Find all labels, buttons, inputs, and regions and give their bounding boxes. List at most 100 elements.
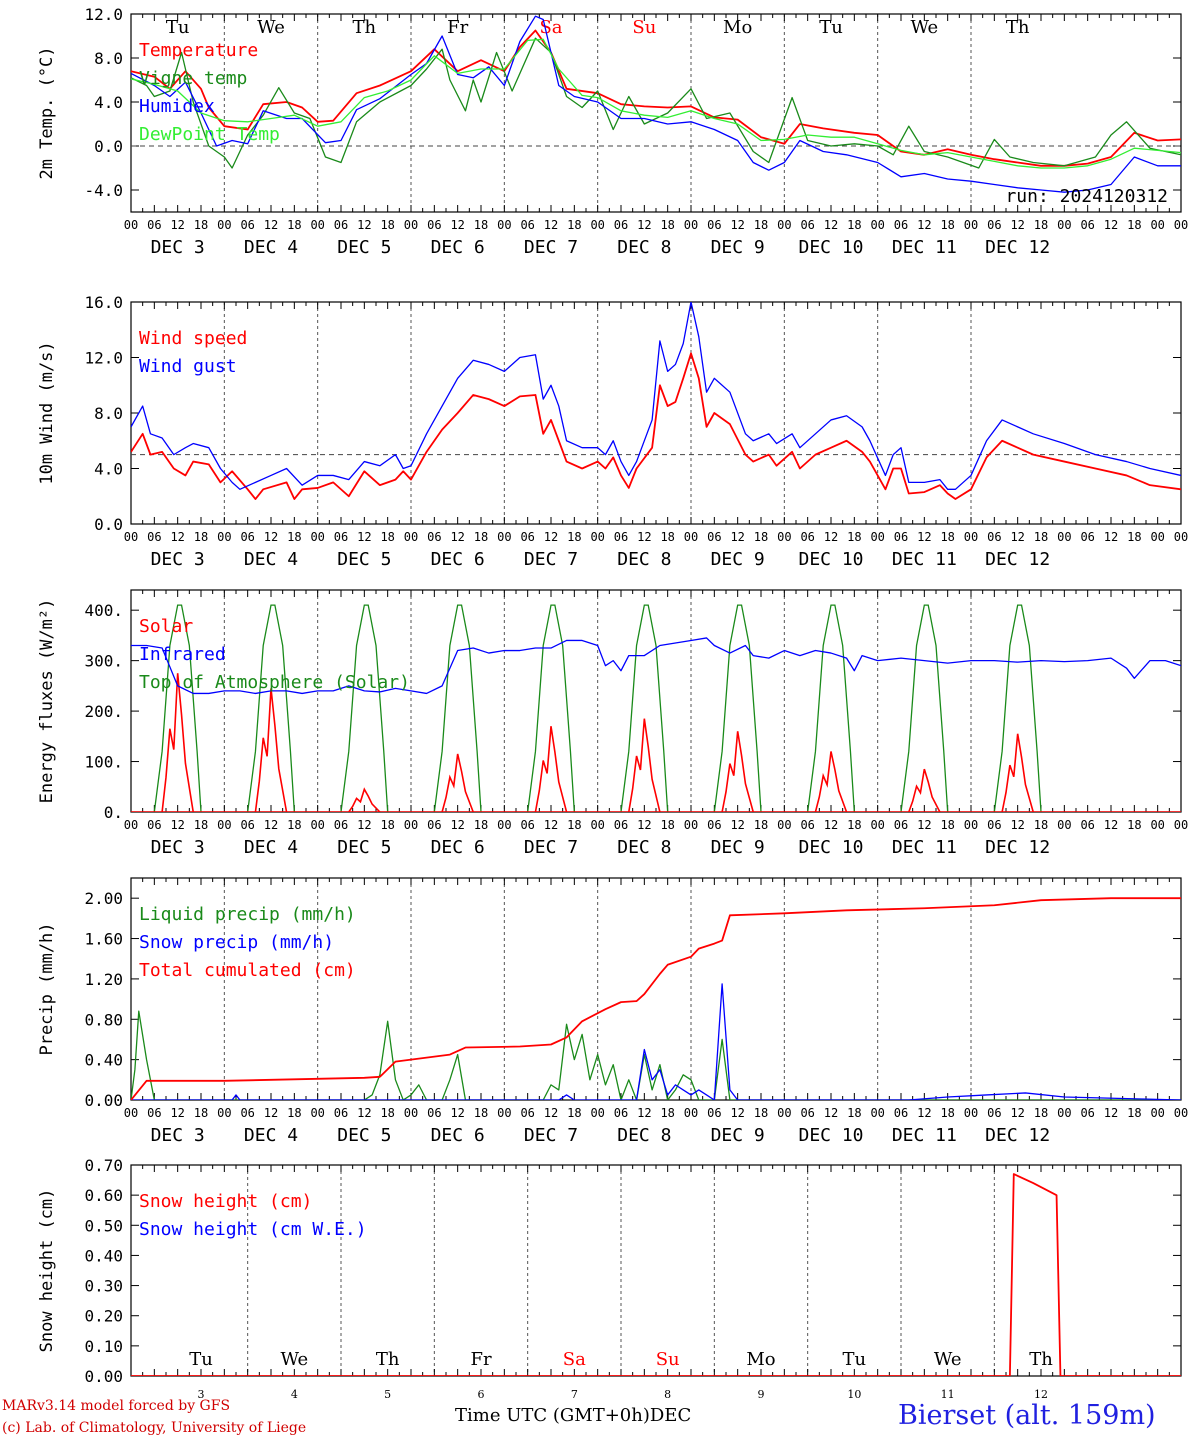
toa-solar-line bbox=[620, 604, 669, 812]
day-name: Th bbox=[353, 17, 377, 38]
hour-label: 06 bbox=[987, 218, 1001, 232]
hour-label: 12 bbox=[450, 818, 464, 832]
hour-label: 18 bbox=[380, 1106, 394, 1120]
hour-label: 06 bbox=[520, 1106, 534, 1120]
hour-label: 06 bbox=[1080, 218, 1094, 232]
hour-label: 18 bbox=[474, 818, 488, 832]
hour-label: 06 bbox=[987, 530, 1001, 544]
hour-label: 00 bbox=[124, 530, 138, 544]
hour-label: 12 bbox=[450, 1106, 464, 1120]
y-tick-label: 1.20 bbox=[84, 970, 123, 989]
hour-label: 00 bbox=[1057, 818, 1071, 832]
day-name: Su bbox=[656, 1349, 680, 1370]
hour-label: 18 bbox=[474, 1106, 488, 1120]
hour-label: 06 bbox=[520, 218, 534, 232]
snow-height-cm-line bbox=[131, 1173, 1181, 1376]
infrared-line bbox=[131, 637, 1181, 695]
toa-solar-line bbox=[900, 604, 949, 812]
legend-entry: Solar bbox=[139, 616, 193, 637]
hour-label: 06 bbox=[1080, 530, 1094, 544]
hour-label: 00 bbox=[404, 818, 418, 832]
hour-label: 00 bbox=[964, 218, 978, 232]
hour-label: 06 bbox=[520, 530, 534, 544]
hour-label: 18 bbox=[754, 1106, 768, 1120]
series-group bbox=[131, 604, 1181, 812]
hour-label: 00 bbox=[217, 1106, 231, 1120]
y-tick-label: 8.0 bbox=[94, 49, 123, 68]
y-tick-label: 0.00 bbox=[84, 1091, 123, 1110]
hour-label: 12 bbox=[357, 1106, 371, 1120]
hour-label: 00 bbox=[497, 530, 511, 544]
y-tick-label: 0.60 bbox=[84, 1186, 123, 1205]
solar-line bbox=[908, 768, 941, 812]
hour-label: 06 bbox=[894, 218, 908, 232]
hour-label: 18 bbox=[754, 218, 768, 232]
hour-label: 06 bbox=[1080, 818, 1094, 832]
date-label: DEC 3 bbox=[151, 549, 205, 570]
hour-label: 12 bbox=[1104, 218, 1118, 232]
day-name: We bbox=[280, 1349, 308, 1370]
y-tick-label: -4.0 bbox=[84, 181, 123, 200]
day-number: 3 bbox=[198, 1388, 205, 1401]
hour-label: 12 bbox=[917, 530, 931, 544]
date-label: DEC 10 bbox=[798, 837, 863, 858]
hour-label: 06 bbox=[520, 818, 534, 832]
hour-label: 06 bbox=[240, 218, 254, 232]
hour-label: 12 bbox=[264, 530, 278, 544]
hour-label: 06 bbox=[614, 1106, 628, 1120]
y-tick-label: 0.30 bbox=[84, 1277, 123, 1296]
hour-label: 18 bbox=[940, 530, 954, 544]
liquid-precip-mm-h-line bbox=[131, 1010, 1181, 1100]
x-axis-label-text: Time UTC (GMT+0h) bbox=[455, 1405, 650, 1426]
hour-label: 06 bbox=[800, 530, 814, 544]
hour-label: 18 bbox=[194, 218, 208, 232]
date-label: DEC 11 bbox=[892, 1125, 957, 1146]
hour-label: 06 bbox=[334, 530, 348, 544]
date-label: DEC 4 bbox=[244, 549, 298, 570]
y-axis-label: 10m Wind (m/s) bbox=[37, 341, 57, 484]
hour-label: 00 bbox=[964, 818, 978, 832]
hour-label: 12 bbox=[264, 818, 278, 832]
hour-label: 00 bbox=[777, 818, 791, 832]
y-tick-label: 0.20 bbox=[84, 1307, 123, 1326]
toa-solar-line bbox=[247, 604, 295, 812]
y-axis-label: Precip (mm/h) bbox=[37, 922, 57, 1055]
hour-label: 12 bbox=[1010, 530, 1024, 544]
date-label: DEC 9 bbox=[711, 837, 765, 858]
legend-entry: Snow height (cm W.E.) bbox=[139, 1219, 367, 1240]
station-title: Bierset (alt. 159m) bbox=[898, 1400, 1156, 1431]
date-label: DEC 6 bbox=[431, 549, 485, 570]
hour-label: 18 bbox=[1034, 1106, 1048, 1120]
day-number: 10 bbox=[847, 1388, 861, 1401]
day-name: We bbox=[934, 1349, 962, 1370]
precip-panel: 0.00 0.40 0.80 1.20 1.60 2.00 Precip (mm/h) 00 0… bbox=[37, 877, 1188, 1146]
snow-precip-mm-h-line bbox=[131, 983, 1181, 1100]
day-number: 6 bbox=[478, 1388, 485, 1401]
plot-frame bbox=[130, 589, 1182, 813]
hour-label: 06 bbox=[800, 218, 814, 232]
day-name: Tu bbox=[843, 1349, 867, 1370]
y-tick-label: 8.0 bbox=[94, 404, 123, 423]
total-cumulated-cm-line bbox=[131, 897, 1181, 1100]
day-number: 7 bbox=[571, 1388, 578, 1401]
hour-label: 18 bbox=[660, 530, 674, 544]
vigne-temp-line bbox=[131, 37, 1181, 169]
hour-label: 06 bbox=[427, 530, 441, 544]
hour-label: 18 bbox=[380, 218, 394, 232]
hour-label: 12 bbox=[450, 218, 464, 232]
hour-label: 00 bbox=[1150, 218, 1164, 232]
solar-line bbox=[534, 726, 568, 812]
y-tick-label: 12.0 bbox=[84, 5, 123, 24]
day-name: We bbox=[910, 17, 938, 38]
hour-label: 00 bbox=[310, 1106, 324, 1120]
hour-label: 12 bbox=[824, 818, 838, 832]
hour-label: 00 bbox=[684, 530, 698, 544]
hour-label: 06 bbox=[240, 1106, 254, 1120]
hour-label: 00 bbox=[1057, 530, 1071, 544]
hour-label: 18 bbox=[474, 530, 488, 544]
y-tick-label: 0.0 bbox=[94, 515, 123, 534]
hour-label: 00 bbox=[217, 218, 231, 232]
hour-label: 18 bbox=[1034, 530, 1048, 544]
hour-label: 00 bbox=[217, 818, 231, 832]
hour-label: 18 bbox=[380, 530, 394, 544]
